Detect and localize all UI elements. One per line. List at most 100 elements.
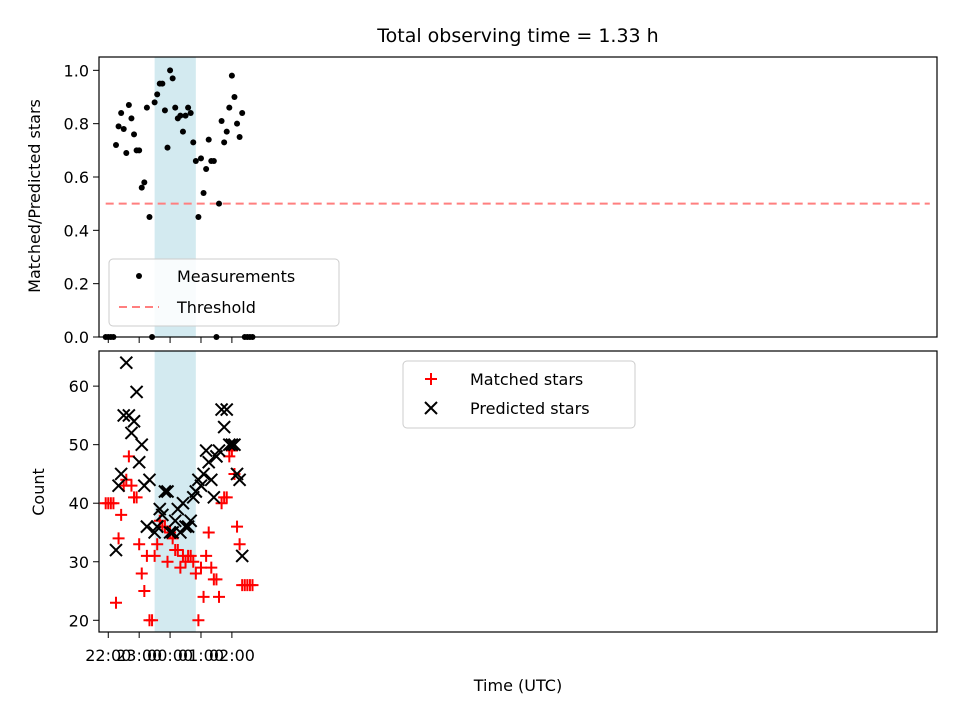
matched-star-point: [187, 555, 200, 568]
top-y-tick-label: 0.0: [64, 328, 89, 347]
measurement-point: [115, 123, 122, 130]
measurement-point: [112, 142, 119, 148]
legend-measurements-marker: [136, 273, 142, 279]
predicted-star-point: [160, 484, 175, 499]
bottom-axes-frame: [98, 350, 938, 633]
legend-matched-marker: [425, 373, 437, 385]
bottom-y-ticks: 20 30 40 50 60: [69, 377, 99, 630]
top-panel: Total observing time = 1.33 h Matched/Pr…: [25, 25, 938, 347]
matched-star-point: [171, 544, 184, 557]
predicted-star-point: [111, 478, 126, 493]
matched-star-point: [246, 579, 259, 592]
matched-star-point: [161, 555, 174, 568]
measurement-point: [128, 115, 135, 122]
predicted-star-point: [117, 408, 131, 423]
legend-threshold-label: Threshold: [176, 298, 256, 317]
measurement-point: [172, 104, 179, 111]
predicted-star-point: [232, 473, 247, 487]
matched-star-point: [109, 596, 122, 609]
bottom-legend-box: [402, 360, 636, 429]
matched-star-point: [215, 497, 228, 510]
measurement-point: [182, 112, 189, 119]
predicted-star-point: [176, 496, 190, 510]
measurement-point: [123, 150, 130, 156]
predicted-star-point: [194, 478, 208, 493]
bottom-plot-marks: [99, 356, 259, 627]
measurement-point: [164, 144, 171, 151]
matched-star-point: [184, 549, 197, 562]
measurement-point: [120, 126, 127, 132]
predicted-star-point: [227, 437, 242, 452]
matched-star-point: [192, 614, 205, 627]
measurement-point: [203, 166, 210, 172]
predicted-star-point: [201, 455, 216, 469]
measurement-point: [228, 72, 235, 79]
measurement-point: [205, 136, 212, 143]
measurement-point: [169, 75, 176, 82]
predicted-star-point: [217, 420, 231, 434]
predicted-star-point: [114, 467, 128, 481]
predicted-star-point: [109, 543, 123, 557]
top-axes-frame: [98, 56, 938, 338]
top-x-ticks: [107, 337, 233, 343]
matched-star-point: [202, 526, 215, 539]
measurement-point: [187, 110, 194, 116]
measurement-point: [141, 179, 148, 186]
predicted-star-point: [212, 443, 226, 458]
predicted-star-point: [222, 437, 237, 452]
predicted-star-point: [196, 467, 211, 481]
measurement-point: [131, 131, 138, 138]
measurement-point: [210, 158, 217, 164]
legend-matched-label: Matched stars: [470, 370, 583, 389]
top-legend: Measurements Threshold: [108, 258, 340, 327]
matched-star-point: [213, 590, 226, 603]
predicted-star-point: [124, 426, 139, 440]
measurement-point: [216, 200, 223, 207]
matched-star-point: [231, 520, 244, 533]
measurement-point: [239, 110, 246, 116]
measurement-point: [223, 128, 230, 135]
measurement-point: [195, 214, 202, 220]
top-y-axis-label: Matched/Predicted stars: [25, 99, 44, 293]
bottom-highlight-band-rect: [154, 351, 196, 632]
matched-star-point: [200, 549, 213, 562]
chart-title: Total observing time = 1.33 h: [376, 25, 658, 47]
legend-predicted-marker: [424, 401, 438, 415]
x-tick-label: 01:00: [178, 646, 224, 665]
measurement-point: [143, 104, 150, 111]
top-y-ticks: 0.0 0.2 0.4 0.6 0.8 1.0: [64, 61, 99, 347]
matched-star-point: [146, 614, 159, 627]
bottom-legend: Matched stars Predicted stars: [402, 360, 636, 429]
measurement-point: [161, 107, 168, 114]
matched-star-point: [223, 450, 236, 463]
matched-star-point: [135, 567, 148, 580]
matched-star-point: [233, 538, 246, 551]
top-plot-marks: [102, 67, 930, 340]
x-axis-label: Time (UTC): [473, 676, 562, 695]
predicted-star-point: [150, 519, 164, 534]
measurement-point: [236, 134, 243, 140]
matched-star-point: [130, 491, 143, 504]
measurement-point: [159, 80, 166, 87]
predicted-star-point: [158, 484, 172, 499]
predicted-star-point: [235, 549, 249, 563]
x-tick-label: 00:00: [147, 646, 193, 665]
matched-star-point: [148, 549, 161, 562]
predicted-star-point: [119, 356, 134, 370]
matched-star-point: [194, 561, 207, 574]
matched-star-point: [220, 491, 233, 504]
measurement-point: [167, 67, 174, 74]
predicted-star-point: [135, 437, 149, 452]
measurement-point: [200, 190, 207, 196]
matched-star-point: [189, 567, 202, 580]
measurement-point: [118, 110, 125, 116]
top-legend-box: [108, 258, 340, 327]
predicted-star-point: [142, 473, 157, 487]
legend-measurements-label: Measurements: [177, 267, 295, 286]
matched-star-point: [107, 497, 120, 510]
top-y-tick-label: 0.4: [64, 221, 89, 240]
measurement-point: [192, 158, 199, 164]
measurement-point: [154, 91, 161, 98]
